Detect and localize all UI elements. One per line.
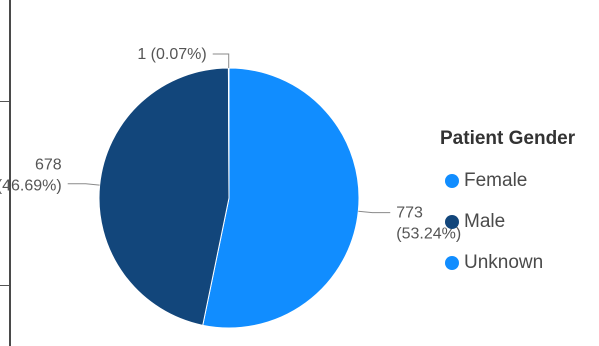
legend: Patient Gender Female Male Unknown [440,128,598,283]
legend-label-unknown: Unknown [464,251,544,273]
pie-data-labels: 773 (53.24%) 678 (46.69%) 1 (0.07%) [0,46,461,243]
pie-slice-female[interactable] [202,67,360,329]
pie-slices [98,67,360,329]
visual-border [9,0,11,346]
legend-marker-female [445,173,459,188]
leader-line-male [67,183,100,186]
legend-marker-male [445,214,459,229]
pie-slice-male[interactable] [98,67,230,326]
data-label-male-percent: (46.69%) [0,178,62,195]
legend-item-male[interactable]: Male [440,201,598,242]
data-label-unknown: 1 (0.07%) [137,46,206,63]
legend-label-male: Male [464,210,506,232]
leader-line-female [358,210,391,214]
border-tick [0,101,9,102]
data-label-female-value: 773 [396,205,423,222]
legend-item-unknown[interactable]: Unknown [440,242,598,283]
legend-title: Patient Gender [440,128,576,149]
border-tick [0,285,9,286]
leader-line-unknown [212,53,230,69]
data-label-female-percent: (53.24%) [396,226,461,243]
data-label-male-value: 678 [35,157,62,174]
legend-item-female[interactable]: Female [440,160,598,201]
legend-label-female: Female [464,169,528,191]
legend-marker-unknown [445,255,459,270]
pie-slice-unknown[interactable] [227,67,230,199]
